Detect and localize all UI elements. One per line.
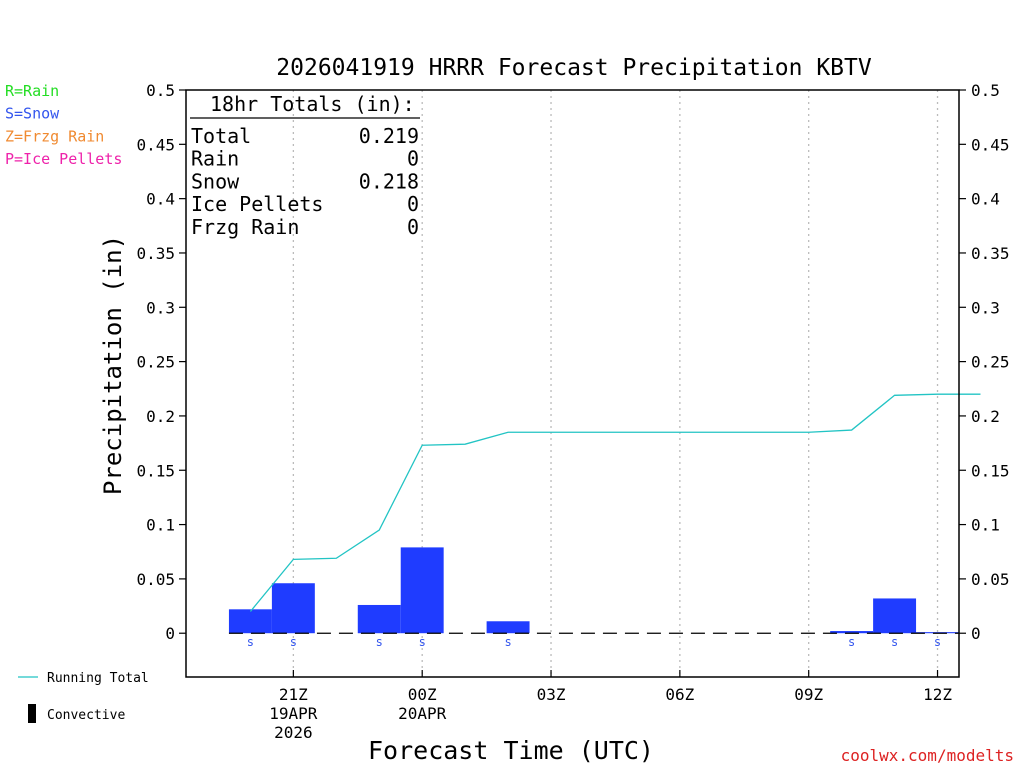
- precip-type-marker: s: [290, 635, 297, 649]
- convective-legend-label: Convective: [47, 708, 125, 723]
- y-tick-label: 0.4: [146, 190, 175, 209]
- y-axis-right: 0 0.05 0.1 0.15 0.2 0.25 0.3 0.35 0.4 0.45 0.5: [971, 81, 1010, 643]
- y-tick-label: 0.5: [971, 81, 1000, 100]
- y-tick-label: 0.05: [136, 570, 175, 589]
- x-tick-label: 2026: [274, 723, 313, 742]
- x-tick-label: 21Z: [279, 685, 308, 704]
- y-tick-label: 0.1: [146, 516, 175, 535]
- hourly-precip-bars: [228, 547, 959, 634]
- precip-type-legend: R=Rain S=Snow Z=Frzg Rain P=Ice Pellets: [5, 82, 122, 168]
- type-legend-item: S=Snow: [5, 105, 60, 123]
- convective-swatch: [28, 704, 36, 723]
- y-tick-label: 0.25: [971, 353, 1010, 372]
- chart-title: 2026041919 HRRR Forecast Precipitation K…: [276, 55, 872, 81]
- y-tick-label: 0.45: [971, 135, 1010, 154]
- axis-ticks: [179, 89, 966, 677]
- y-tick-label: 0.05: [971, 570, 1010, 589]
- type-legend-item: P=Ice Pellets: [5, 150, 122, 168]
- x-axis-label: Forecast Time (UTC): [368, 736, 654, 765]
- y-tick-label: 0.25: [136, 353, 175, 372]
- totals-value: 0: [407, 147, 419, 171]
- y-tick-label: 0.35: [971, 244, 1010, 263]
- y-tick-label: 0.1: [971, 516, 1000, 535]
- precip-bar: [357, 604, 401, 634]
- totals-box: 18hr Totals (in): Total 0.219 Rain 0 Snow 0.2…: [190, 92, 420, 239]
- running-total-line: [249, 393, 981, 612]
- x-tick-label: 03Z: [537, 685, 566, 704]
- precip-type-marker: s: [848, 635, 855, 649]
- precip-type-marker: s: [376, 635, 383, 649]
- y-tick-label: 0.15: [971, 461, 1010, 480]
- credit-text: coolwx.com/modelts: [841, 746, 1014, 765]
- type-legend-item: Z=Frzg Rain: [5, 127, 104, 145]
- totals-value: 0.219: [359, 124, 419, 148]
- y-tick-label: 0: [165, 624, 175, 643]
- totals-value: 0.218: [359, 169, 419, 193]
- x-tick-label: 12Z: [923, 685, 952, 704]
- vertical-gridlines: [292, 90, 939, 677]
- running-total-legend-label: Running Total: [47, 671, 149, 686]
- totals-value: 0: [407, 192, 419, 216]
- totals-label: Frzg Rain: [191, 215, 299, 239]
- y-tick-label: 0.4: [971, 190, 1000, 209]
- y-axis-left: 0 0.05 0.1 0.15 0.2 0.25 0.3 0.35 0.4 0.45 0.5: [136, 81, 175, 643]
- x-tick-label: 19APR: [269, 704, 318, 723]
- precip-type-marker: s: [419, 635, 426, 649]
- totals-label: Total: [191, 124, 251, 148]
- plot-area: [185, 89, 960, 678]
- y-tick-label: 0: [971, 624, 981, 643]
- totals-value: 0: [407, 215, 419, 239]
- y-tick-label: 0.3: [971, 298, 1000, 317]
- precip-bar: [830, 631, 874, 634]
- precip-type-marker: s: [504, 635, 511, 649]
- precip-type-marker: s: [247, 635, 254, 649]
- totals-label: Snow: [191, 169, 240, 193]
- precip-bar: [228, 609, 272, 634]
- precip-bar: [271, 583, 315, 634]
- y-tick-label: 0.2: [971, 407, 1000, 426]
- precip-type-marker: s: [934, 635, 941, 649]
- x-tick-label: 20APR: [398, 704, 447, 723]
- totals-label: Rain: [191, 147, 239, 171]
- totals-header: 18hr Totals (in):: [210, 92, 415, 116]
- precip-type-marker: s: [891, 635, 898, 649]
- x-tick-label: 00Z: [408, 685, 437, 704]
- y-tick-label: 0.45: [136, 135, 175, 154]
- series-legend: Running Total Convective: [18, 671, 149, 723]
- x-tick-label: 06Z: [665, 685, 694, 704]
- totals-label: Ice Pellets: [191, 192, 323, 216]
- y-axis-label: Precipitation (in): [99, 235, 127, 495]
- type-legend-item: R=Rain: [5, 82, 59, 100]
- y-tick-label: 0.2: [146, 407, 175, 426]
- x-tick-label: 09Z: [794, 685, 823, 704]
- y-tick-label: 0.5: [146, 81, 175, 100]
- y-tick-label: 0.15: [136, 461, 175, 480]
- y-tick-label: 0.35: [136, 244, 175, 263]
- precip-bar: [486, 621, 530, 634]
- precip-bar: [873, 598, 917, 634]
- y-tick-label: 0.3: [146, 298, 175, 317]
- precip-bar: [400, 547, 444, 634]
